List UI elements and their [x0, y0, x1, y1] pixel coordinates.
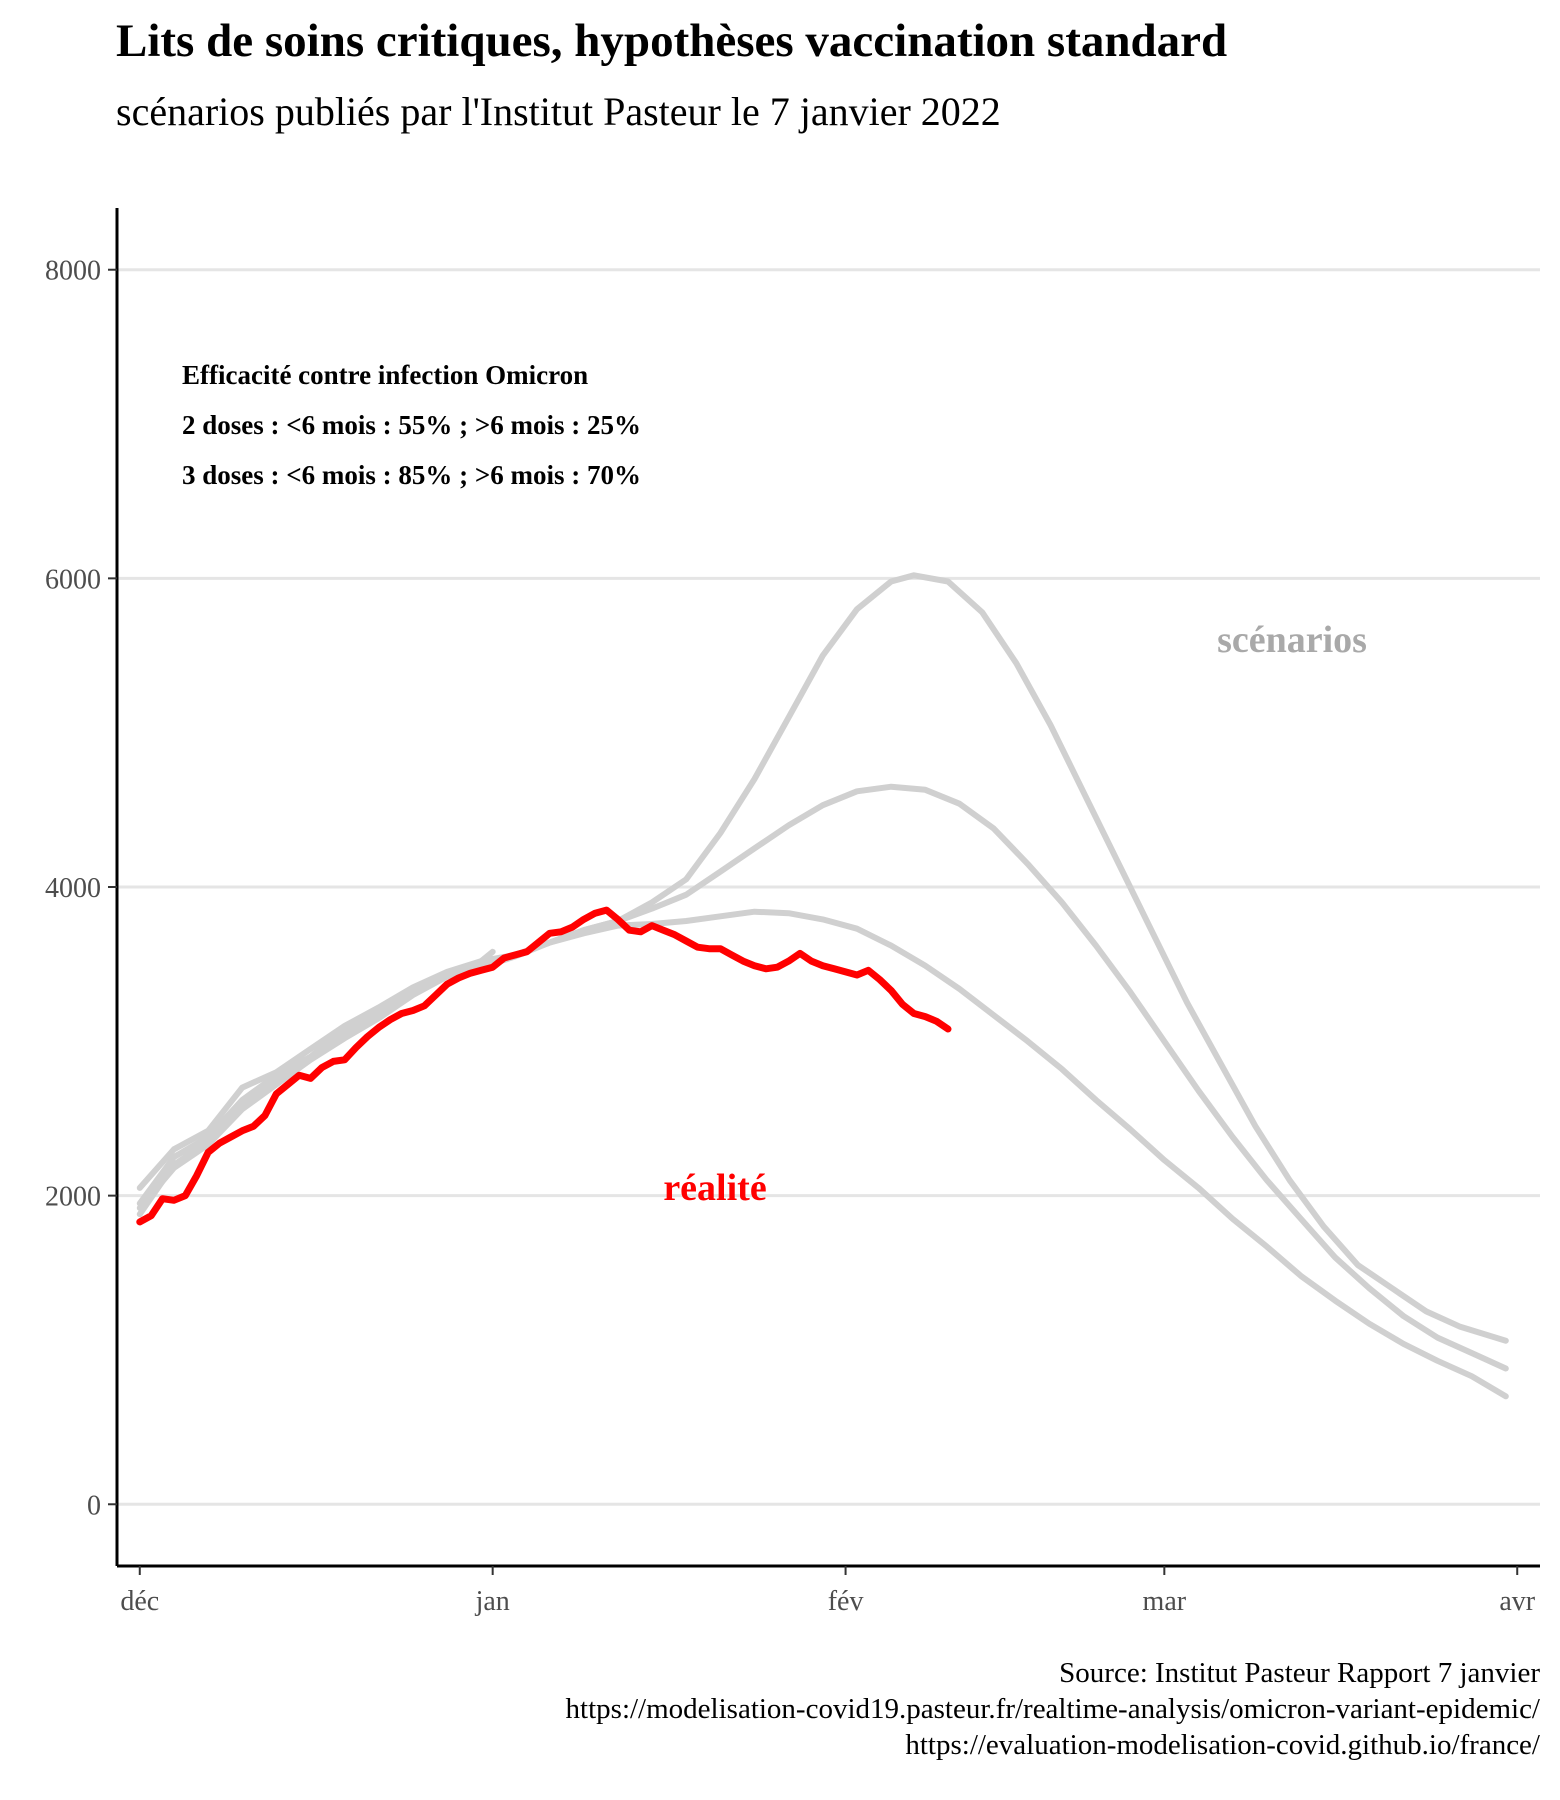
x-axis-ticks: déc jan fév mar avr [120, 1566, 1536, 1617]
scenarios-label: scénarios [1217, 619, 1367, 661]
scenario-line-4 [136, 948, 496, 1211]
reality-line [136, 906, 952, 1226]
scenario-line-2 [136, 783, 1509, 1372]
x-tick-label-fév: fév [828, 1586, 864, 1617]
grid-lines [117, 268, 1540, 1506]
y-axis-ticks: 0 2000 4000 6000 8000 [45, 256, 117, 1521]
source-line: Source: Institut Pasteur Rapport 7 janvi… [1059, 1657, 1540, 1689]
source-caption: Source: Institut Pasteur Rapport 7 janvi… [566, 1655, 1540, 1763]
y-tick-label: 2000 [45, 1182, 101, 1213]
source-url-evaluation: https://evaluation-modelisation-covid.gi… [905, 1729, 1540, 1761]
x-tick-label-avr: avr [1499, 1586, 1535, 1617]
x-tick-label-jan: jan [475, 1586, 510, 1617]
y-tick-label: 0 [87, 1490, 101, 1521]
annotation-line-3: 3 doses : <6 mois : 85% ; >6 mois : 70% [182, 460, 641, 490]
x-tick-label-déc: déc [120, 1586, 159, 1617]
y-tick-label: 8000 [45, 256, 101, 287]
scenario-line-1 [136, 572, 1509, 1344]
x-tick-label-mar: mar [1143, 1586, 1187, 1617]
y-tick-label: 6000 [45, 564, 101, 595]
chart-subtitle: scénarios publiés par l'Institut Pasteur… [116, 89, 1001, 134]
reality-label: réalité [663, 1167, 766, 1209]
series-lines [136, 572, 1509, 1400]
annotation-line-2: 2 doses : <6 mois : 55% ; >6 mois : 25% [182, 410, 641, 440]
chart-title: Lits de soins critiques, hypothèses vacc… [116, 15, 1228, 67]
annotation-line-1: Efficacité contre infection Omicron [182, 360, 588, 390]
source-url-omicron: https://modelisation-covid19.pasteur.fr/… [565, 1693, 1540, 1725]
line-chart: 0 2000 4000 6000 8000 déc jan fév mar avr Effica… [45, 208, 1540, 1617]
scenario-line-3 [136, 908, 1509, 1400]
y-tick-label: 4000 [45, 873, 101, 904]
